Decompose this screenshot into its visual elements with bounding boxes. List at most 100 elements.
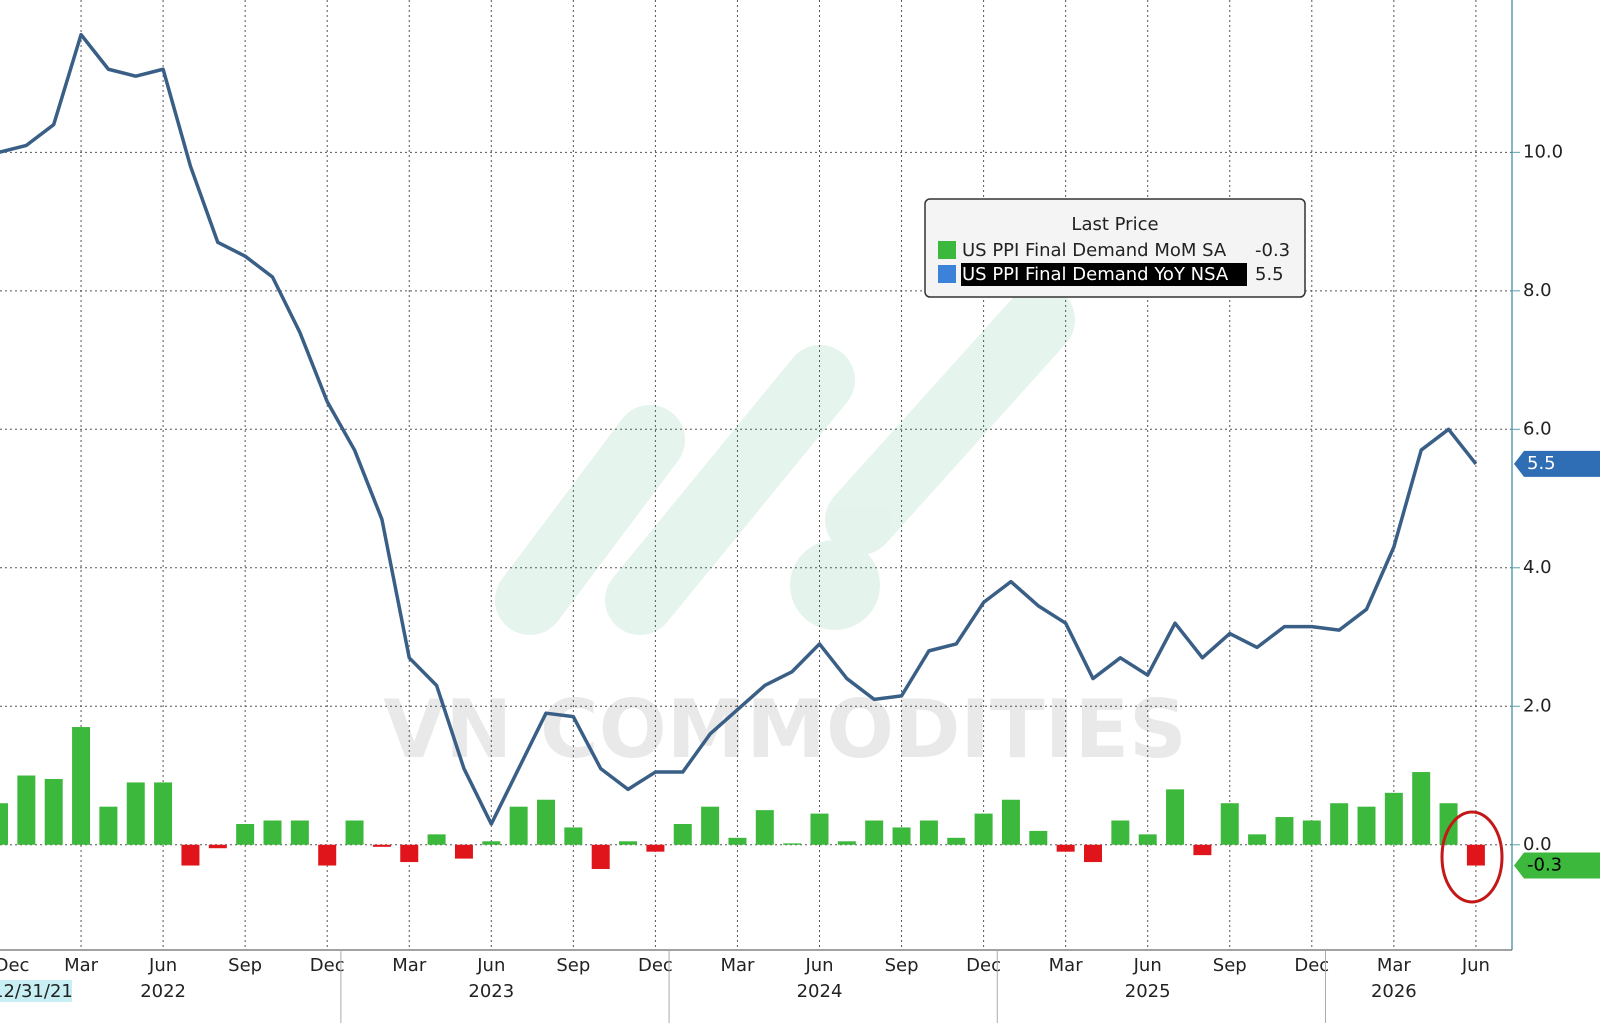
x-tick-label: Dec <box>310 955 345 976</box>
x-tick-label: Sep <box>228 955 262 976</box>
x-tick-label: Mar <box>1377 955 1412 976</box>
bar <box>372 844 391 847</box>
start-date-label: 12/31/21 <box>0 981 73 1002</box>
bar <box>837 841 856 845</box>
bar <box>701 806 720 845</box>
bar <box>1193 844 1212 856</box>
y-tick-label: 6.0 <box>1523 418 1552 439</box>
x-tick-label: Jun <box>1133 955 1162 976</box>
x-tick-label: Sep <box>556 955 590 976</box>
bar <box>537 799 555 845</box>
highlight-circle <box>1440 810 1504 904</box>
bar <box>1220 803 1239 845</box>
y-tick-label: 2.0 <box>1523 695 1552 716</box>
bar <box>236 823 255 845</box>
last-value-tag <box>1514 450 1600 477</box>
y-tick-label: 8.0 <box>1523 280 1552 301</box>
bar <box>810 813 829 845</box>
bar <box>44 778 63 845</box>
bar <box>1466 844 1485 866</box>
bar <box>1248 834 1267 845</box>
watermark-logo <box>495 285 1075 635</box>
bar <box>345 820 364 845</box>
year-label: 2023 <box>468 981 514 1002</box>
bar <box>947 837 966 845</box>
plot <box>0 32 1485 869</box>
bar <box>1384 792 1403 845</box>
watermark-logo <box>790 540 880 630</box>
last-value-label: -0.3 <box>1527 855 1562 876</box>
bar <box>427 834 446 845</box>
y-tick-label: 4.0 <box>1523 557 1552 578</box>
x-tick-label: Mar <box>64 955 99 976</box>
bar <box>591 844 610 869</box>
bar <box>1138 834 1157 845</box>
line <box>0 32 1478 826</box>
legend-value: 5.5 <box>1255 264 1284 285</box>
legend-swatch <box>938 265 956 283</box>
bar <box>646 844 665 852</box>
bar <box>318 844 337 866</box>
bar <box>1330 803 1349 845</box>
legend-title: Last Price <box>1071 214 1158 235</box>
bar <box>865 820 884 845</box>
x-tick-label: Jun <box>804 955 833 976</box>
bar <box>1412 772 1431 845</box>
x-tick-label: Mar <box>1049 955 1084 976</box>
year-label: 2024 <box>797 981 843 1002</box>
x-tick-label: Jun <box>1461 955 1490 976</box>
watermark-group: VN COMMODITIES <box>383 285 1187 776</box>
y-tick-label: 0.0 <box>1523 834 1552 855</box>
bar <box>783 843 802 845</box>
legend-highlight <box>961 263 1247 286</box>
bar <box>454 844 473 859</box>
watermark-text: VN COMMODITIES <box>383 683 1186 776</box>
bar <box>154 782 173 845</box>
legend: Last Price US PPI Final Demand MoM SA -0… <box>924 198 1306 298</box>
axis-labels: 0.0 2.0 4.0 6.0 8.0 10.0 Dec Mar Jun Sep Dec Mar Jun… <box>0 141 1600 1023</box>
x-tick-label: Dec <box>966 955 1001 976</box>
x-tick-label: Dec <box>638 955 673 976</box>
bar <box>181 844 200 866</box>
x-tick-label: Sep <box>885 955 919 976</box>
x-tick-label: Mar <box>392 955 427 976</box>
bar <box>1166 789 1185 845</box>
year-label: 2026 <box>1371 981 1417 1002</box>
bar <box>974 813 993 845</box>
legend-label: US PPI Final Demand MoM SA <box>962 240 1227 261</box>
bar <box>564 827 583 845</box>
year-label: 2025 <box>1125 981 1171 1002</box>
bar <box>1357 806 1376 845</box>
bar <box>400 844 419 863</box>
x-tick-label: Sep <box>1213 955 1247 976</box>
bar <box>755 810 774 845</box>
bar <box>728 837 747 845</box>
bar <box>1029 830 1048 845</box>
bar <box>1439 803 1458 845</box>
bar <box>72 727 91 845</box>
bar <box>619 841 638 845</box>
bar <box>17 775 36 845</box>
bar <box>509 806 528 845</box>
bar <box>892 827 911 845</box>
legend-label: US PPI Final Demand YoY NSA <box>962 264 1229 285</box>
bar <box>208 844 227 849</box>
last-value-tag <box>1514 852 1600 879</box>
bar <box>263 820 282 845</box>
legend-value: -0.3 <box>1255 240 1290 261</box>
bar <box>919 820 938 845</box>
bar <box>1302 820 1321 845</box>
last-value-label: 5.5 <box>1527 453 1556 474</box>
year-label: 2022 <box>140 981 186 1002</box>
legend-swatch <box>938 241 956 259</box>
x-tick-label: Mar <box>720 955 755 976</box>
bar <box>1275 817 1294 845</box>
bar <box>482 841 501 845</box>
bar <box>1001 799 1020 845</box>
bar <box>1084 844 1102 863</box>
bar <box>0 803 8 845</box>
date-highlight <box>0 980 72 1002</box>
bar <box>1111 820 1130 845</box>
x-tick-label: Jun <box>476 955 505 976</box>
